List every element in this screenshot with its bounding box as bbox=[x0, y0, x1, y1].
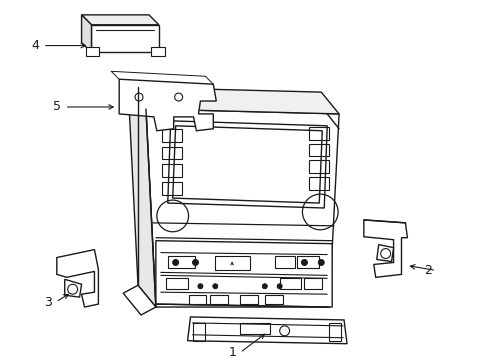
Polygon shape bbox=[156, 241, 332, 307]
Polygon shape bbox=[188, 317, 347, 344]
Bar bbox=[309, 161, 329, 173]
Circle shape bbox=[213, 284, 218, 289]
Polygon shape bbox=[128, 87, 156, 307]
Bar bbox=[304, 278, 322, 289]
Bar bbox=[162, 165, 182, 177]
Bar bbox=[151, 46, 165, 57]
Bar bbox=[275, 256, 294, 269]
Polygon shape bbox=[57, 249, 98, 307]
Text: 2: 2 bbox=[424, 264, 432, 277]
Circle shape bbox=[301, 260, 307, 265]
Circle shape bbox=[198, 284, 203, 289]
Polygon shape bbox=[364, 220, 408, 277]
Bar bbox=[265, 295, 283, 304]
Polygon shape bbox=[146, 109, 339, 307]
Text: 1: 1 bbox=[228, 346, 236, 359]
Bar bbox=[162, 129, 182, 141]
Bar bbox=[309, 144, 329, 157]
Bar bbox=[240, 323, 270, 334]
Text: 3: 3 bbox=[44, 296, 52, 309]
Bar bbox=[280, 278, 301, 289]
Bar bbox=[309, 177, 329, 190]
Polygon shape bbox=[92, 25, 159, 53]
Polygon shape bbox=[65, 279, 81, 297]
Circle shape bbox=[262, 284, 267, 289]
Text: 4: 4 bbox=[31, 39, 39, 52]
Polygon shape bbox=[377, 245, 393, 261]
Bar bbox=[240, 295, 258, 304]
Circle shape bbox=[318, 260, 324, 265]
Bar bbox=[297, 256, 319, 269]
Polygon shape bbox=[128, 87, 339, 114]
Circle shape bbox=[277, 284, 282, 289]
Polygon shape bbox=[81, 15, 159, 25]
Circle shape bbox=[172, 260, 179, 265]
Bar bbox=[86, 46, 99, 57]
Bar bbox=[168, 256, 196, 269]
Bar bbox=[189, 295, 206, 304]
Bar bbox=[166, 278, 188, 289]
Bar bbox=[309, 127, 329, 140]
Polygon shape bbox=[172, 126, 322, 203]
Circle shape bbox=[193, 260, 198, 265]
Polygon shape bbox=[81, 15, 92, 53]
Bar bbox=[194, 323, 205, 341]
Polygon shape bbox=[123, 285, 156, 315]
Polygon shape bbox=[168, 121, 327, 208]
Text: 5: 5 bbox=[53, 100, 61, 113]
Bar bbox=[215, 256, 250, 270]
Bar bbox=[162, 147, 182, 159]
Bar bbox=[329, 323, 341, 341]
Polygon shape bbox=[119, 79, 216, 131]
Bar bbox=[162, 182, 182, 195]
Bar bbox=[210, 295, 228, 304]
